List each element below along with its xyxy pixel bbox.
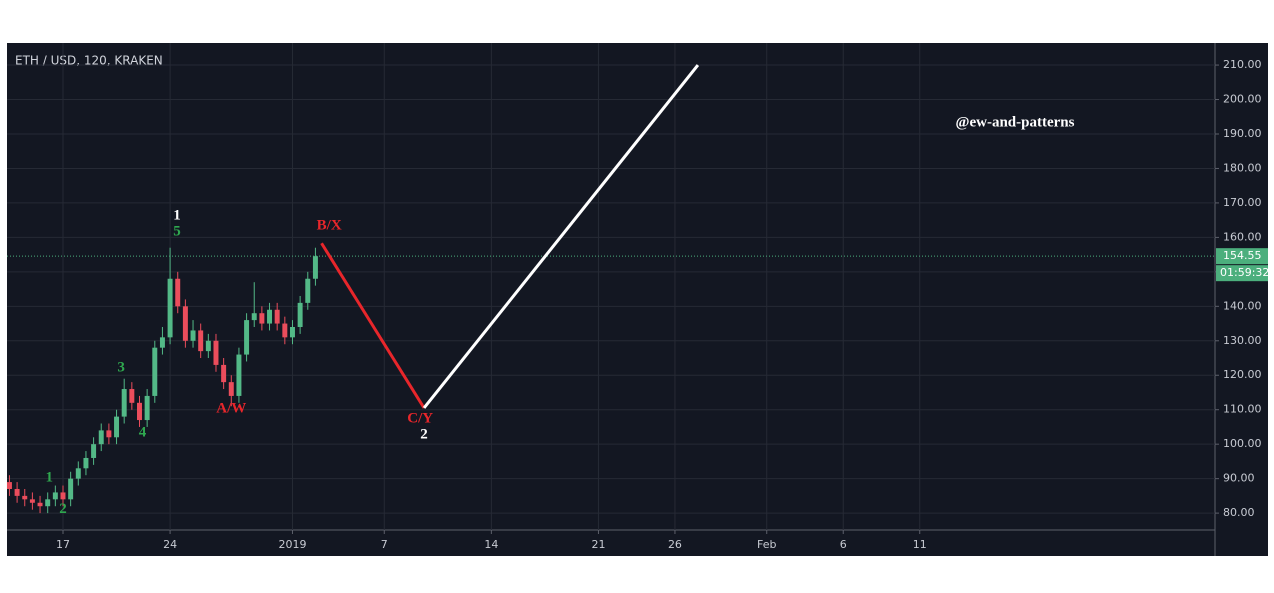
candle-body <box>6 482 12 489</box>
candle-body <box>244 320 250 355</box>
candle-body <box>205 340 211 352</box>
y-tick-label: 200.00 <box>1223 93 1262 106</box>
candle-body <box>274 309 280 324</box>
candle-body <box>221 364 227 383</box>
y-tick-label: 120.00 <box>1223 368 1262 381</box>
y-tick-label: 190.00 <box>1223 127 1262 140</box>
candle-body <box>129 389 135 403</box>
candle-body <box>144 395 150 421</box>
candle-body <box>289 326 295 338</box>
x-tick-label: 17 <box>56 538 70 551</box>
chart-panel <box>7 43 1268 556</box>
last-price-label: 154.55 <box>1223 249 1262 262</box>
y-tick-label: 130.00 <box>1223 334 1262 347</box>
candle-body <box>259 313 265 324</box>
candle-body <box>98 430 104 445</box>
candle-body <box>60 492 66 500</box>
wave-label: 2 <box>59 501 67 517</box>
y-tick-label: 110.00 <box>1223 403 1262 416</box>
candle-body <box>213 340 219 365</box>
x-tick-label: 2019 <box>278 538 306 551</box>
candle-body <box>198 330 204 352</box>
x-tick-label: 6 <box>840 538 847 551</box>
projection-line <box>422 64 700 409</box>
x-tick-label: 7 <box>381 538 388 551</box>
candle-body <box>282 323 288 338</box>
candle-body <box>312 256 318 279</box>
candle-body <box>22 495 28 500</box>
timer-label: 01:59:32 <box>1220 266 1269 279</box>
candle-body <box>68 478 74 500</box>
wave-label: C/Y <box>407 410 433 426</box>
wave-label: B/X <box>317 217 342 233</box>
x-tick-label: 24 <box>163 538 177 551</box>
candle-body <box>152 347 158 396</box>
x-tick-label: 11 <box>913 538 927 551</box>
candle-body <box>14 488 20 496</box>
candle-body <box>91 444 97 458</box>
candle-body <box>75 468 81 479</box>
x-tick-label: 14 <box>484 538 498 551</box>
candle-body <box>251 313 257 321</box>
timer-box <box>1216 265 1268 282</box>
wave-label: A/W <box>216 400 246 416</box>
candle-body <box>37 502 43 507</box>
x-tick-label: Feb <box>757 538 776 551</box>
y-tick-label: 140.00 <box>1223 299 1262 312</box>
candle-body <box>297 302 303 327</box>
wave-label: 2 <box>420 427 428 443</box>
y-tick-label: 100.00 <box>1223 437 1262 450</box>
symbol-title: ETH / USD, 120, KRAKEN <box>15 54 163 68</box>
last-price-box <box>1216 248 1268 265</box>
wave-label: 5 <box>173 224 181 240</box>
watermark: @ew-and-patterns <box>956 114 1075 130</box>
candle-body <box>83 457 89 469</box>
candle-body <box>236 354 242 396</box>
candle-body <box>137 402 142 421</box>
candle-body <box>114 416 120 438</box>
y-tick-label: 90.00 <box>1223 472 1255 485</box>
x-tick-label: 21 <box>591 538 605 551</box>
y-tick-label: 170.00 <box>1223 196 1262 209</box>
wave-label: 1 <box>45 469 53 485</box>
wave-label: 4 <box>139 425 147 441</box>
candle-body <box>45 499 51 507</box>
y-tick-label: 210.00 <box>1223 58 1262 71</box>
candle-body <box>175 278 181 307</box>
candle-body <box>190 330 196 341</box>
y-tick-label: 80.00 <box>1223 506 1255 519</box>
candle-body <box>159 337 165 348</box>
candle-body <box>29 499 35 503</box>
projection-line <box>320 242 426 409</box>
candle-body <box>305 278 311 303</box>
wave-label: 3 <box>117 359 125 375</box>
wave-label: 1 <box>173 207 181 223</box>
candle-body <box>52 492 58 500</box>
candle-body <box>182 306 188 341</box>
y-tick-label: 160.00 <box>1223 230 1262 243</box>
x-tick-label: 26 <box>668 538 682 551</box>
candle-body <box>106 430 112 438</box>
candle-body <box>121 389 127 417</box>
candle-body <box>228 382 234 396</box>
candle-body <box>167 278 173 338</box>
y-tick-label: 180.00 <box>1223 161 1262 174</box>
candle-body <box>267 309 273 324</box>
